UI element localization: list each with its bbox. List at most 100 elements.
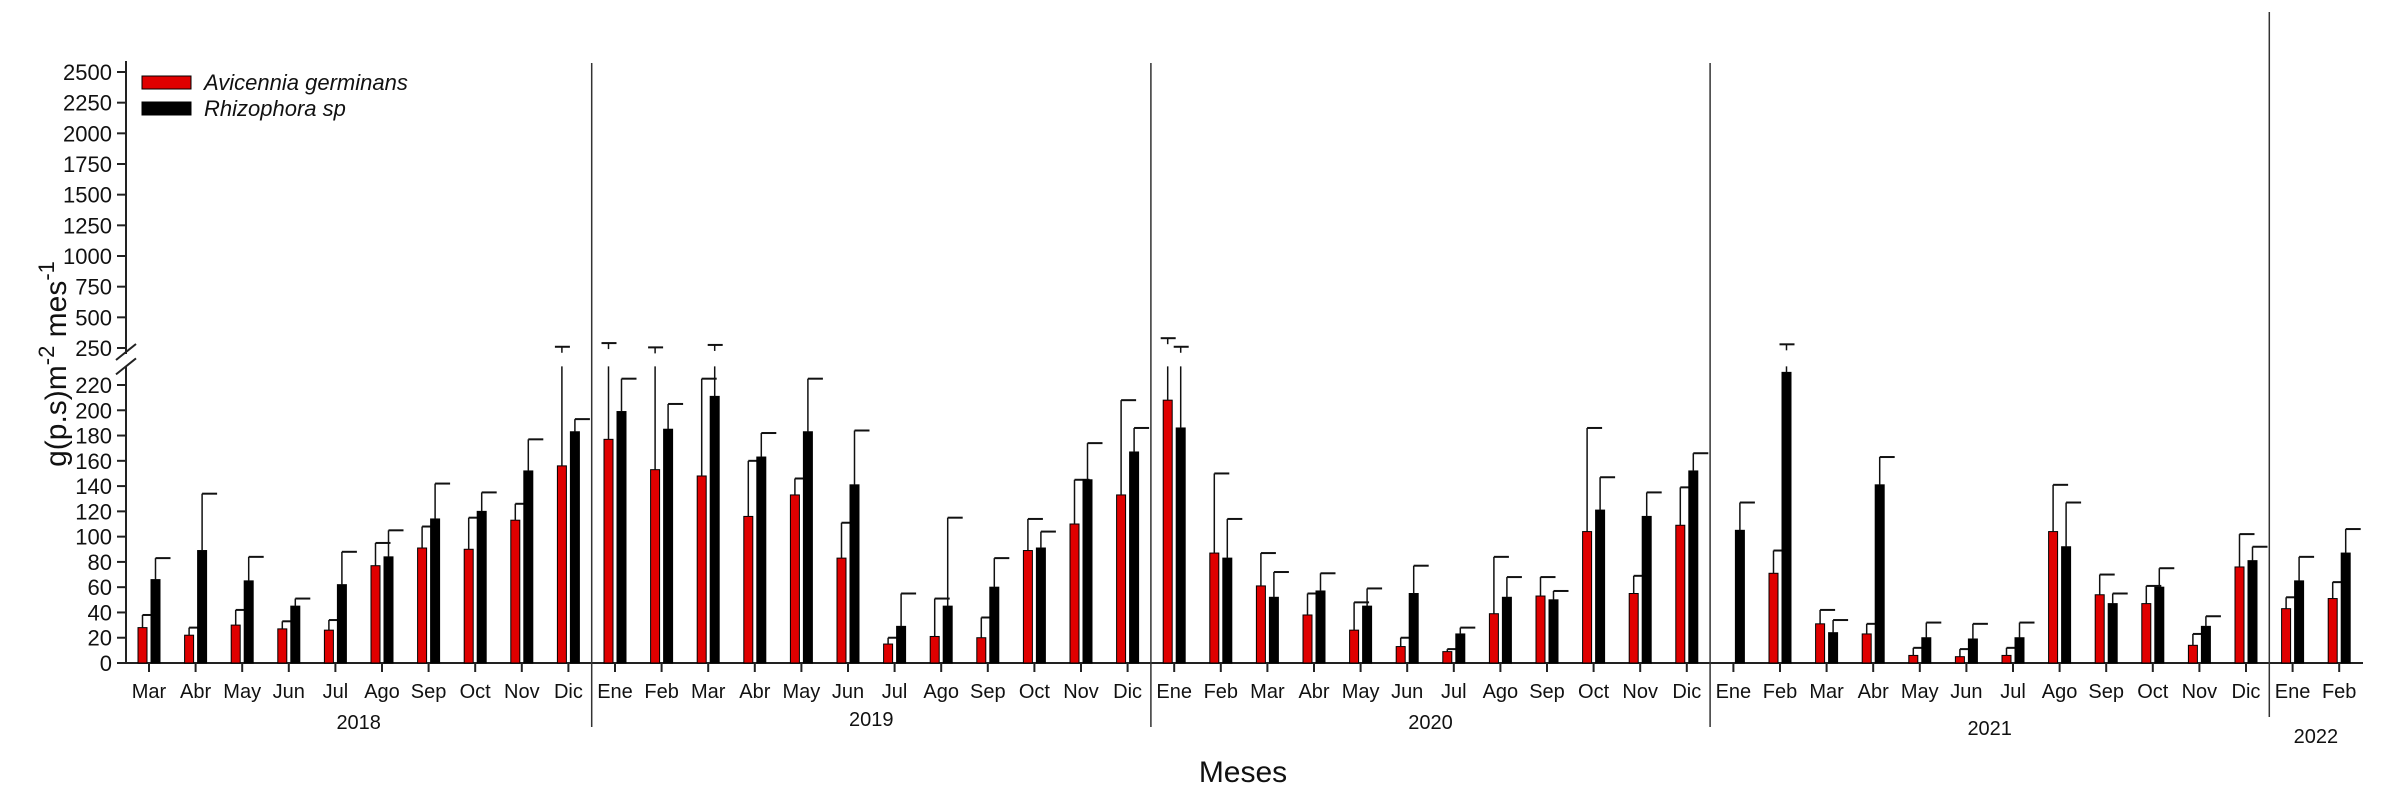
bar-avicennia	[277, 628, 288, 664]
y-tick-label: 160	[75, 449, 112, 474]
bar-rhizophora	[1595, 509, 1606, 664]
year-label: 2019	[849, 709, 894, 731]
x-tick-label: Sep	[2088, 681, 2124, 703]
y-tick-label: 1250	[63, 213, 112, 238]
y-axis-title-base: g(p.s)m	[40, 365, 73, 467]
x-tick-label: Jul	[1441, 681, 1467, 703]
x-tick-label: Nov	[1063, 681, 1099, 703]
bar-avicennia	[463, 548, 474, 664]
bar-rhizophora	[383, 556, 394, 664]
bar-avicennia	[1954, 656, 1965, 664]
bar-avicennia	[556, 465, 567, 664]
bar-avicennia	[1488, 613, 1499, 664]
x-tick-label: Ene	[1156, 681, 1192, 703]
x-tick-label: Dic	[554, 681, 583, 703]
x-tick-label: Abr	[1858, 681, 1889, 703]
y-tick-label: 140	[75, 474, 112, 499]
x-tick-label: Ene	[2275, 681, 2311, 703]
y-tick-label: 250	[75, 336, 112, 361]
bar-avicennia	[976, 637, 987, 664]
bar-rhizophora	[476, 510, 487, 664]
bar-rhizophora	[1548, 599, 1559, 664]
y-tick-label: 40	[88, 600, 112, 625]
y-tick-label: 2500	[63, 60, 112, 85]
bar-avicennia	[1675, 524, 1686, 664]
bar-rhizophora	[1268, 596, 1279, 664]
bar-avicennia	[1162, 399, 1173, 664]
x-tick-label: Oct	[1019, 681, 1051, 703]
x-tick-label: Oct	[460, 681, 492, 703]
bar-avicennia	[2141, 603, 2152, 664]
bar-rhizophora	[1874, 484, 1885, 664]
x-tick-label: Mar	[132, 681, 167, 703]
x-tick-label: Abr	[739, 681, 770, 703]
bar-avicennia	[1116, 494, 1127, 664]
bar-rhizophora	[1828, 632, 1839, 664]
bar-rhizophora	[989, 586, 1000, 664]
bar-rhizophora	[1641, 515, 1652, 664]
bar-rhizophora	[1315, 590, 1326, 664]
bar-rhizophora	[2107, 603, 2118, 664]
bar-rhizophora	[1362, 605, 1373, 664]
axis-break-mark	[115, 357, 137, 376]
bar-rhizophora	[1734, 529, 1745, 664]
bar-rhizophora	[802, 431, 813, 664]
bar-rhizophora	[1035, 547, 1046, 664]
year-label: 2021	[1967, 718, 2012, 740]
x-tick-label: Sep	[411, 681, 447, 703]
bar-avicennia	[1395, 646, 1406, 664]
x-tick-label: Abr	[180, 681, 211, 703]
bar-avicennia	[510, 519, 521, 664]
bar-rhizophora	[2014, 637, 2025, 664]
x-tick-label: Jul	[323, 681, 349, 703]
x-tick-label: Jun	[1950, 681, 1982, 703]
bar-rhizophora	[2247, 560, 2258, 664]
bar-rhizophora	[243, 580, 254, 664]
x-tick-label: Jul	[882, 681, 908, 703]
x-tick-label: Oct	[1578, 681, 1610, 703]
bar-rhizophora	[1455, 633, 1466, 664]
x-tick-label: Abr	[1298, 681, 1329, 703]
bar-rhizophora	[942, 605, 953, 664]
legend-label-rhizophora: Rhizophora sp	[204, 96, 346, 121]
bar-avicennia	[2234, 566, 2245, 664]
x-tick-label: Jul	[2000, 681, 2026, 703]
bar-avicennia	[929, 635, 940, 664]
bar-avicennia	[650, 469, 661, 664]
bar-rhizophora	[336, 584, 347, 664]
bar-avicennia	[1302, 614, 1313, 664]
y-tick-label: 120	[75, 499, 112, 524]
x-tick-label: Feb	[644, 681, 678, 703]
x-tick-label: Mar	[1809, 681, 1844, 703]
legend: Avicennia germinans Rhizophora sp	[141, 70, 408, 121]
y-axis-title: g(p.s)m-2 mes-1	[34, 261, 73, 467]
bar-avicennia	[1442, 651, 1453, 664]
x-tick-label: Dic	[1113, 681, 1142, 703]
bar-rhizophora	[2154, 586, 2165, 664]
x-tick-label: Nov	[2182, 681, 2218, 703]
x-tick-label: Feb	[1204, 681, 1238, 703]
y-tick-label: 1000	[63, 244, 112, 269]
bar-avicennia	[230, 624, 241, 664]
x-tick-label: Ago	[923, 681, 959, 703]
x-tick-label: Dic	[2232, 681, 2261, 703]
y-axis-title-mid: mes	[40, 281, 73, 346]
x-tick-label: May	[223, 681, 261, 703]
bar-avicennia	[1349, 629, 1360, 664]
y-tick-label: 0	[100, 651, 112, 676]
bar-avicennia	[1022, 550, 1033, 664]
bar-avicennia	[2001, 654, 2012, 664]
bar-rhizophora	[2200, 625, 2211, 664]
bar-avicennia	[137, 627, 148, 664]
x-tick-label: May	[1342, 681, 1380, 703]
y-tick-label: 100	[75, 525, 112, 550]
y-tick-label: 60	[88, 575, 112, 600]
bar-rhizophora	[2294, 580, 2305, 664]
bar-avicennia	[1535, 595, 1546, 664]
bar-avicennia	[1815, 623, 1826, 664]
bar-avicennia	[696, 475, 707, 664]
bar-avicennia	[2094, 594, 2105, 664]
bar-avicennia	[1628, 593, 1639, 664]
bar-avicennia	[184, 634, 195, 664]
